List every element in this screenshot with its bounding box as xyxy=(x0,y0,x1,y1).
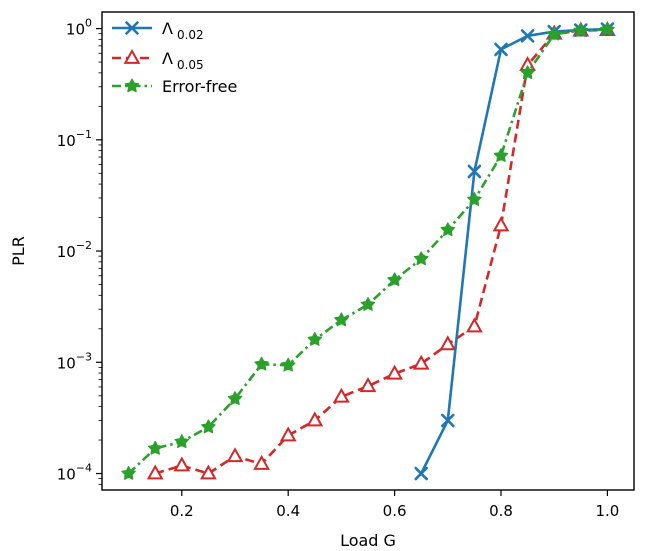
y-tick-label: 100 xyxy=(66,17,92,39)
x-marker xyxy=(467,164,482,179)
star-marker xyxy=(360,297,376,311)
y-tick-exponent: −1 xyxy=(76,128,92,141)
star-marker xyxy=(520,65,535,80)
y-tick-label: 10−1 xyxy=(57,128,92,150)
legend-name: Error-free xyxy=(162,77,237,96)
triangle-marker xyxy=(439,335,457,351)
triangle-marker xyxy=(200,464,217,480)
legend-name: Λ xyxy=(162,19,173,38)
star-marker xyxy=(227,391,243,406)
legend-item-1: Λ 0.05 xyxy=(112,48,204,72)
y-tick-exponent: −3 xyxy=(76,350,92,363)
triangle-marker xyxy=(123,48,141,64)
star-marker xyxy=(124,78,140,93)
x-tick-label: 0.4 xyxy=(276,502,300,520)
series-2 xyxy=(121,21,615,480)
x-marker xyxy=(520,29,535,43)
y-tick-base: 10 xyxy=(57,354,76,372)
star-marker xyxy=(201,419,216,434)
star-marker xyxy=(440,222,456,237)
legend: Λ 0.02 Λ 0.05 Error-free xyxy=(112,19,237,96)
y-tick-exponent: 0 xyxy=(85,17,92,30)
triangle-marker xyxy=(412,354,430,370)
triangle-marker xyxy=(173,456,191,472)
star-marker xyxy=(573,22,589,37)
star-marker xyxy=(493,148,509,162)
y-tick-label: 10−4 xyxy=(57,462,92,484)
legend-item-2: Error-free xyxy=(112,77,237,96)
star-marker xyxy=(280,357,296,372)
x-tick-label: 0.6 xyxy=(383,502,407,520)
x-marker xyxy=(125,21,139,35)
star-marker xyxy=(600,21,615,36)
legend-label: Λ 0.02 xyxy=(162,19,204,42)
star-marker xyxy=(413,251,429,266)
legend-label: Error-free xyxy=(162,77,237,96)
legend-subscript: 0.02 xyxy=(177,28,204,42)
y-tick-exponent: −2 xyxy=(76,239,92,252)
star-marker xyxy=(254,356,269,371)
y-tick-base: 10 xyxy=(57,132,76,150)
y-tick-exponent: −4 xyxy=(76,462,92,475)
triangle-marker xyxy=(492,216,510,232)
x-axis-label: Load G xyxy=(340,531,396,550)
series-line xyxy=(154,28,608,475)
legend-label: Λ 0.05 xyxy=(162,49,204,72)
triangle-marker xyxy=(279,426,297,442)
y-tick-base: 10 xyxy=(57,243,76,261)
x-marker xyxy=(440,413,455,428)
star-marker xyxy=(334,312,349,327)
series-0 xyxy=(414,22,615,481)
y-tick-base: 10 xyxy=(66,21,85,39)
triangle-marker xyxy=(333,387,350,403)
star-marker xyxy=(387,272,402,287)
star-marker xyxy=(307,331,323,346)
y-axis-label: PLR xyxy=(9,236,28,266)
triangle-marker xyxy=(306,411,324,427)
legend-name: Λ xyxy=(162,49,173,68)
series-line xyxy=(127,28,608,475)
star-marker xyxy=(546,26,562,41)
x-marker xyxy=(414,466,429,481)
triangle-marker xyxy=(359,377,377,393)
plot-area xyxy=(121,21,616,481)
x-tick-label: 1.0 xyxy=(595,502,619,520)
star-marker xyxy=(174,434,190,449)
triangle-marker xyxy=(253,454,270,470)
y-tick-base: 10 xyxy=(57,466,76,484)
legend-subscript: 0.05 xyxy=(177,58,204,72)
triangle-marker xyxy=(386,364,403,380)
triangle-marker xyxy=(466,317,483,333)
star-marker xyxy=(147,440,163,455)
y-tick-label: 10−2 xyxy=(57,239,92,261)
star-marker xyxy=(121,465,136,480)
x-tick-label: 0.2 xyxy=(170,502,194,520)
star-marker xyxy=(467,192,482,206)
x-marker xyxy=(494,42,508,57)
x-tick-label: 0.8 xyxy=(489,502,513,520)
y-tick-label: 10−3 xyxy=(57,350,92,372)
x-axis-ticks: 0.2 0.4 0.6 0.8 1.0 xyxy=(170,490,619,520)
triangle-marker xyxy=(146,464,164,480)
triangle-marker xyxy=(226,447,244,463)
series-line xyxy=(420,27,608,475)
legend-item-0: Λ 0.02 xyxy=(112,19,204,42)
